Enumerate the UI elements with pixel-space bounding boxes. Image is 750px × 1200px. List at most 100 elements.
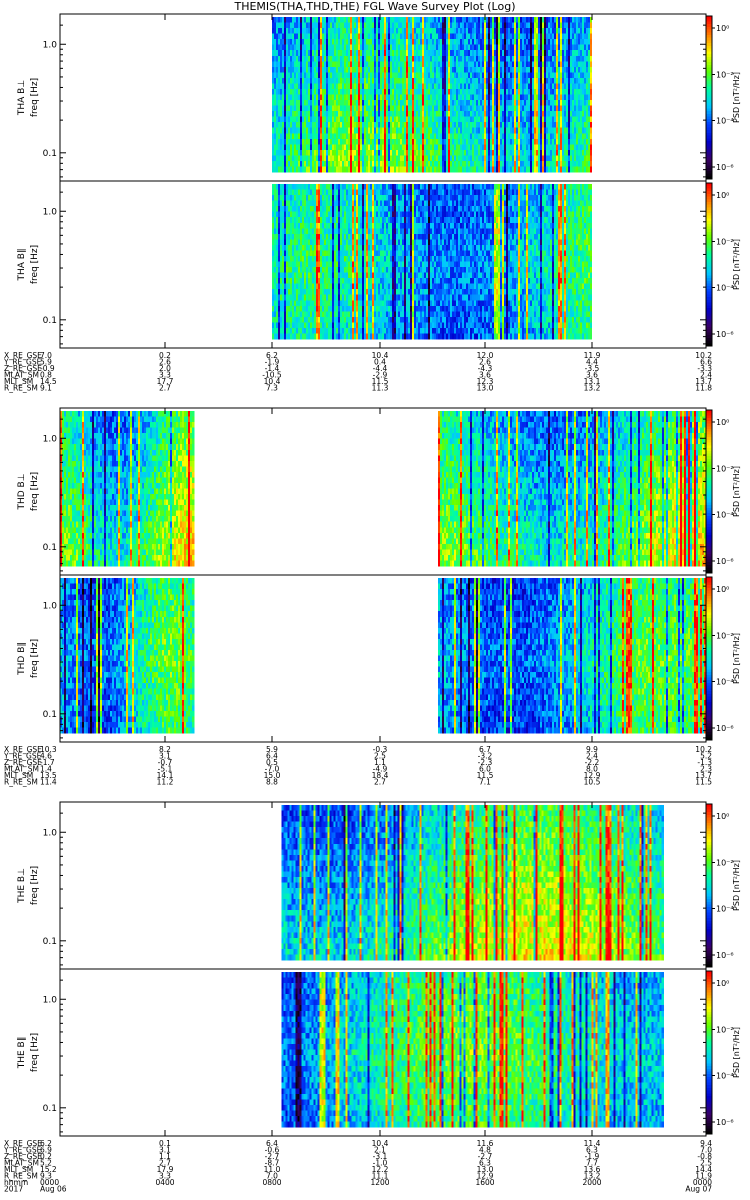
spectrogram-cell (477, 94, 481, 101)
spectrogram-cell (443, 55, 447, 62)
spectrogram-cell (377, 100, 381, 106)
colorbar-step (706, 54, 712, 58)
spectrogram-cell (559, 66, 563, 73)
spectrogram-cell (339, 77, 343, 84)
spectrogram-cell (469, 44, 473, 51)
spectrogram-cell (455, 105, 459, 112)
spectrogram-cell (293, 149, 297, 156)
spectrogram-cell (291, 305, 295, 312)
spectrogram-cell (403, 39, 407, 45)
spectrogram-cell (581, 83, 585, 90)
spectrogram-cell (313, 149, 317, 156)
spectrogram-cell (303, 72, 307, 79)
spectrogram-cell (589, 116, 593, 123)
spectrogram-cell (329, 160, 333, 167)
spectrogram-cell (465, 133, 469, 140)
spectrogram-cell (361, 155, 365, 162)
spectrogram-cell (401, 89, 405, 95)
spectrogram-cell (387, 28, 391, 34)
spectrogram-cell (465, 149, 469, 156)
spectrogram-cell (531, 50, 535, 57)
spectrogram-cell (433, 105, 437, 112)
spectrogram-cell (521, 77, 525, 84)
spectrogram-cell (293, 189, 297, 196)
spectrogram-cell (271, 294, 275, 301)
spectrogram-cell (271, 195, 275, 201)
spectrogram-cell (431, 33, 435, 40)
spectrogram-cell (313, 127, 317, 134)
spectrogram-cell (509, 155, 513, 162)
spectrogram-cell (453, 127, 457, 134)
spectrogram-cell (563, 22, 567, 29)
spectrogram-cell (461, 100, 465, 106)
spectrogram-cell (501, 55, 505, 62)
spectrogram-cell (323, 166, 327, 173)
spectrogram-cell (273, 278, 277, 284)
spectrogram-cell (505, 50, 509, 57)
spectrogram-cell (397, 160, 401, 167)
spectrogram-cell (525, 83, 529, 90)
spectrogram-cell (533, 50, 537, 57)
spectrogram-cell (273, 100, 277, 106)
spectrogram-cell (339, 61, 343, 68)
spectrogram-cell (315, 160, 319, 167)
spectrogram-cell (273, 50, 277, 57)
spectrogram-cell (351, 166, 355, 173)
spectrogram-cell (417, 22, 421, 29)
spectrogram-cell (293, 267, 297, 273)
spectrogram-cell (371, 44, 375, 51)
spectrogram-cell (393, 122, 397, 129)
spectrogram-cell (551, 166, 555, 173)
spectrogram-cell (557, 28, 561, 34)
spectrogram-cell (407, 144, 411, 151)
spectrogram-cell (379, 28, 383, 34)
spectrogram-cell (535, 138, 539, 145)
spectrogram-cell (283, 261, 287, 268)
spectrogram-cell (541, 83, 545, 90)
spectrogram-cell (473, 133, 477, 140)
spectrogram-cell (407, 149, 411, 156)
spectrogram-cell (491, 33, 495, 40)
spectrogram-cell (369, 133, 373, 140)
spectrogram-cell (351, 160, 355, 167)
spectrogram-cell (313, 160, 317, 167)
spectrogram-cell (549, 72, 553, 79)
spectrogram-cell (515, 100, 519, 106)
spectrogram-cell (277, 195, 281, 201)
spectrogram-cell (497, 28, 501, 34)
spectrogram-cell (283, 77, 287, 84)
spectrogram-cell (559, 22, 563, 29)
spectrogram-cell (533, 66, 537, 73)
spectrogram-cell (315, 72, 319, 79)
spectrogram-cell (361, 122, 365, 129)
spectrogram-cell (449, 105, 453, 112)
spectrogram-cell (401, 133, 405, 140)
spectrogram-cell (365, 72, 369, 79)
spectrogram-cell (543, 17, 547, 23)
spectrogram-cell (457, 133, 461, 140)
spectrogram-cell (329, 89, 333, 95)
spectrogram-cell (331, 77, 335, 84)
spectrogram-cell (371, 89, 375, 95)
spectrogram-cell (573, 77, 577, 84)
spectrogram-cell (585, 160, 589, 167)
spectrogram-cell (345, 127, 349, 134)
spectrogram-cell (521, 149, 525, 156)
spectrogram-cell (527, 149, 531, 156)
spectrogram-cell (301, 144, 305, 151)
spectrogram-cell (419, 33, 423, 40)
spectrogram-cell (385, 61, 389, 68)
spectrogram-cell (299, 83, 303, 90)
spectrogram-cell (589, 127, 593, 134)
spectrogram-cell (295, 217, 299, 224)
spectrogram-cell (583, 83, 587, 90)
spectrogram-cell (363, 28, 367, 34)
spectrogram-cell (421, 50, 425, 57)
spectrogram-cell (557, 33, 561, 40)
spectrogram-cell (359, 144, 363, 151)
spectrogram-cell (363, 77, 367, 84)
spectrogram-cell (467, 44, 471, 51)
spectrogram-cell (507, 83, 511, 90)
spectrogram-cell (425, 77, 429, 84)
spectrogram-cell (431, 72, 435, 79)
